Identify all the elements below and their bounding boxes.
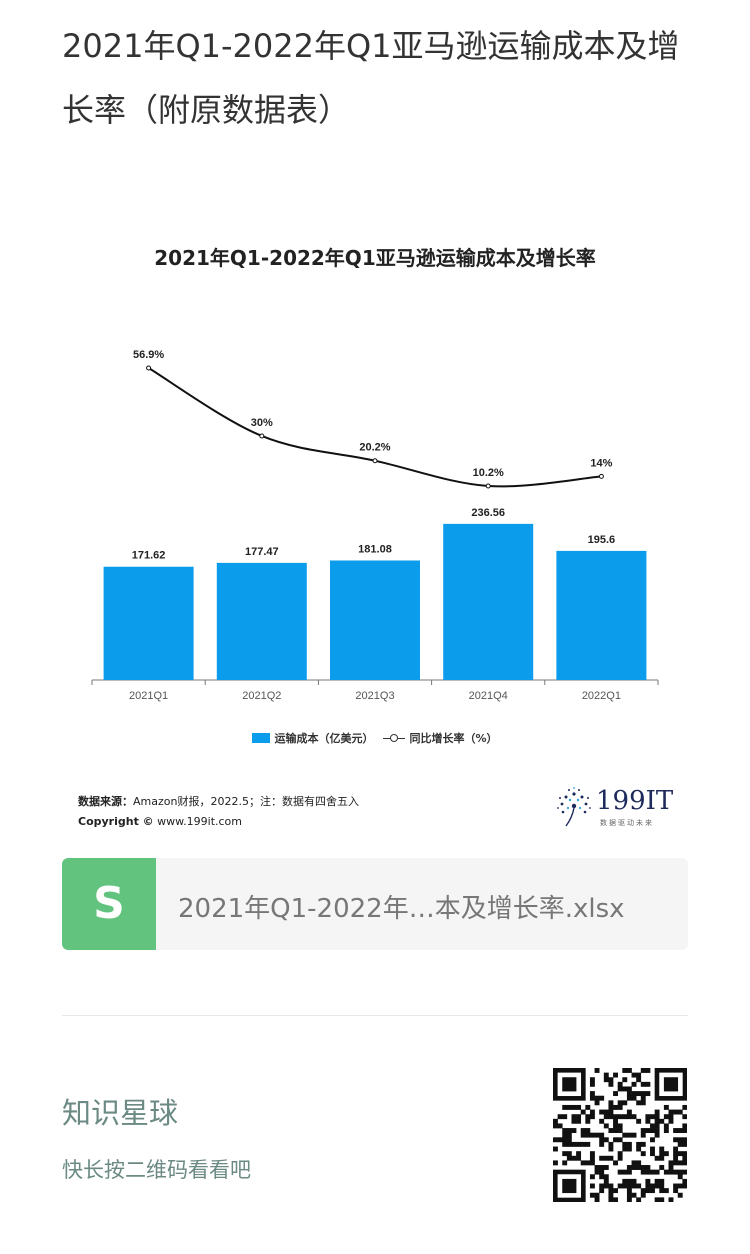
bar-2021Q2	[216, 562, 307, 680]
qr-code-icon[interactable]	[553, 1068, 687, 1202]
source-text: Amazon财报，2022.5；注：数据有四舍五入	[133, 795, 359, 808]
bar-value-label: 181.08	[358, 543, 392, 555]
bar-value-label: 171.62	[132, 550, 166, 562]
article-title: 2021年Q1-2022年Q1亚马逊运输成本及增长率（附原数据表）	[62, 27, 680, 129]
chart-plot: 171.62 2021Q1 177.47 2021Q2 181.08 2021Q3 236.…	[91, 349, 659, 702]
growth-point-2021Q3	[372, 458, 378, 464]
bar-2021Q1	[103, 566, 194, 680]
legend-bar-label: 运输成本（亿美元）	[274, 732, 374, 745]
legend-line-label: 同比增长率（%）	[409, 732, 498, 745]
chart-legend: 运输成本（亿美元） 同比增长率（%）	[62, 730, 688, 746]
copyright-text: www.199it.com	[153, 815, 242, 828]
attachment-file-card[interactable]: S 2021年Q1-2022年…本及增长率.xlsx	[62, 858, 688, 950]
legend-line-swatch	[383, 733, 406, 743]
growth-point-2022Q1	[598, 473, 604, 479]
x-tick-label: 2021Q3	[355, 690, 394, 702]
growth-value-label: 30%	[251, 417, 273, 429]
bar-2022Q1	[556, 550, 647, 680]
growth-value-label: 10.2%	[473, 467, 504, 479]
source-label: 数据来源：	[78, 795, 133, 808]
growth-point-2021Q4	[485, 483, 491, 489]
brand-name: 199IT	[596, 786, 674, 816]
x-tick-label: 2022Q1	[582, 690, 621, 702]
brand-tagline: 数据驱动未来	[600, 819, 654, 827]
legend-bar-swatch	[252, 733, 271, 743]
promo-title: 知识星球	[62, 1096, 179, 1130]
chart-image[interactable]: 2021年Q1-2022年Q1亚马逊运输成本及增长率 171.62 2021Q1 1…	[62, 220, 688, 850]
x-tick-label: 2021Q1	[129, 690, 168, 702]
copyright-label: Copyright ©	[78, 815, 154, 828]
growth-value-label: 56.9%	[133, 349, 164, 361]
bar-value-label: 195.6	[588, 534, 616, 546]
growth-point-2021Q1	[146, 365, 152, 371]
growth-point-2021Q2	[259, 433, 265, 439]
x-tick-label: 2021Q4	[469, 690, 508, 702]
bar-2021Q3	[330, 560, 420, 680]
brand-logo: 199IT 数据驱动未来	[552, 784, 682, 830]
growth-value-label: 20.2%	[359, 442, 390, 454]
growth-rate-line	[148, 367, 602, 488]
x-tick-label: 2021Q2	[242, 690, 281, 702]
section-divider	[62, 1015, 688, 1016]
chart-source: 数据来源：Amazon财报，2022.5；注：数据有四舍五入 Copyright…	[78, 792, 359, 832]
growth-value-label: 14%	[590, 457, 612, 469]
bar-2021Q4	[443, 523, 534, 680]
spreadsheet-file-icon: S	[62, 858, 156, 950]
chart-title: 2021年Q1-2022年Q1亚马逊运输成本及增长率	[154, 246, 596, 270]
bar-value-label: 177.47	[245, 546, 279, 558]
bar-value-label: 236.56	[471, 507, 505, 519]
attachment-file-name: 2021年Q1-2022年…本及增长率.xlsx	[178, 894, 625, 924]
dandelion-icon	[557, 787, 591, 827]
promo-subtitle: 快长按二维码看看吧	[62, 1158, 251, 1182]
